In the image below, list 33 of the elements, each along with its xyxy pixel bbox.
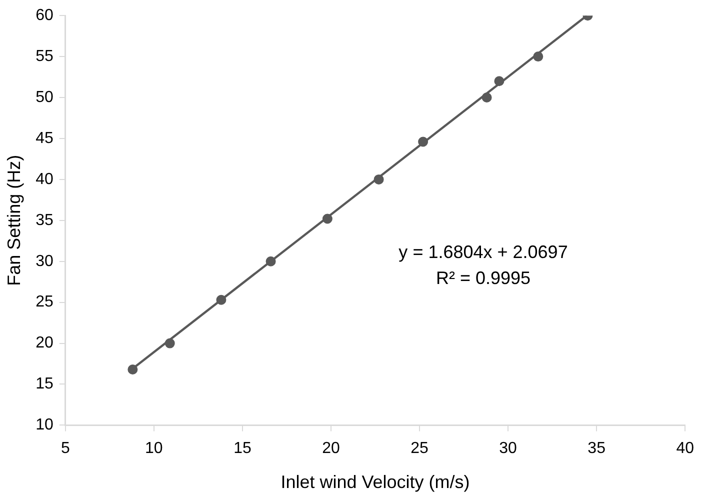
x-tick-label: 35 xyxy=(588,440,606,458)
point xyxy=(322,214,332,224)
y-tick-label: 30 xyxy=(36,252,54,270)
point xyxy=(128,364,138,374)
y-tick-label: 60 xyxy=(36,7,54,24)
x-axis-title: Inlet wind Velocity (m/s) xyxy=(280,472,470,492)
annotation: R² = 0.9995 xyxy=(436,268,531,288)
x-tick-label: 10 xyxy=(145,440,163,458)
y-tick-label: 35 xyxy=(36,212,54,229)
point xyxy=(164,338,175,348)
point xyxy=(482,92,492,103)
y-tick-label: 10 xyxy=(36,416,54,434)
y-axis-title: Fan Setting (Hz) xyxy=(4,154,24,286)
point xyxy=(216,294,226,305)
y-tick-label: 20 xyxy=(36,334,54,352)
x-tick-label: 25 xyxy=(410,440,429,458)
x-tick-label: 5 xyxy=(60,440,70,458)
x-tick-label: 30 xyxy=(499,440,518,458)
point xyxy=(494,76,504,86)
y-tick-label: 15 xyxy=(36,376,54,393)
y-tick-label: 25 xyxy=(36,294,54,311)
y-tick-label: 55 xyxy=(36,48,54,65)
y-tick-label: 45 xyxy=(36,130,54,147)
x-tick-label: 20 xyxy=(322,440,340,458)
y-tick-label: 50 xyxy=(36,88,54,106)
point xyxy=(533,52,544,62)
point xyxy=(374,174,384,184)
x-tick-label: 15 xyxy=(234,440,252,458)
x-tick-label: 40 xyxy=(676,440,694,458)
point xyxy=(418,136,428,147)
annotation: y = 1.6804x + 2.0697 xyxy=(398,242,568,262)
point xyxy=(266,256,276,266)
y-tick-label: 40 xyxy=(36,170,54,188)
